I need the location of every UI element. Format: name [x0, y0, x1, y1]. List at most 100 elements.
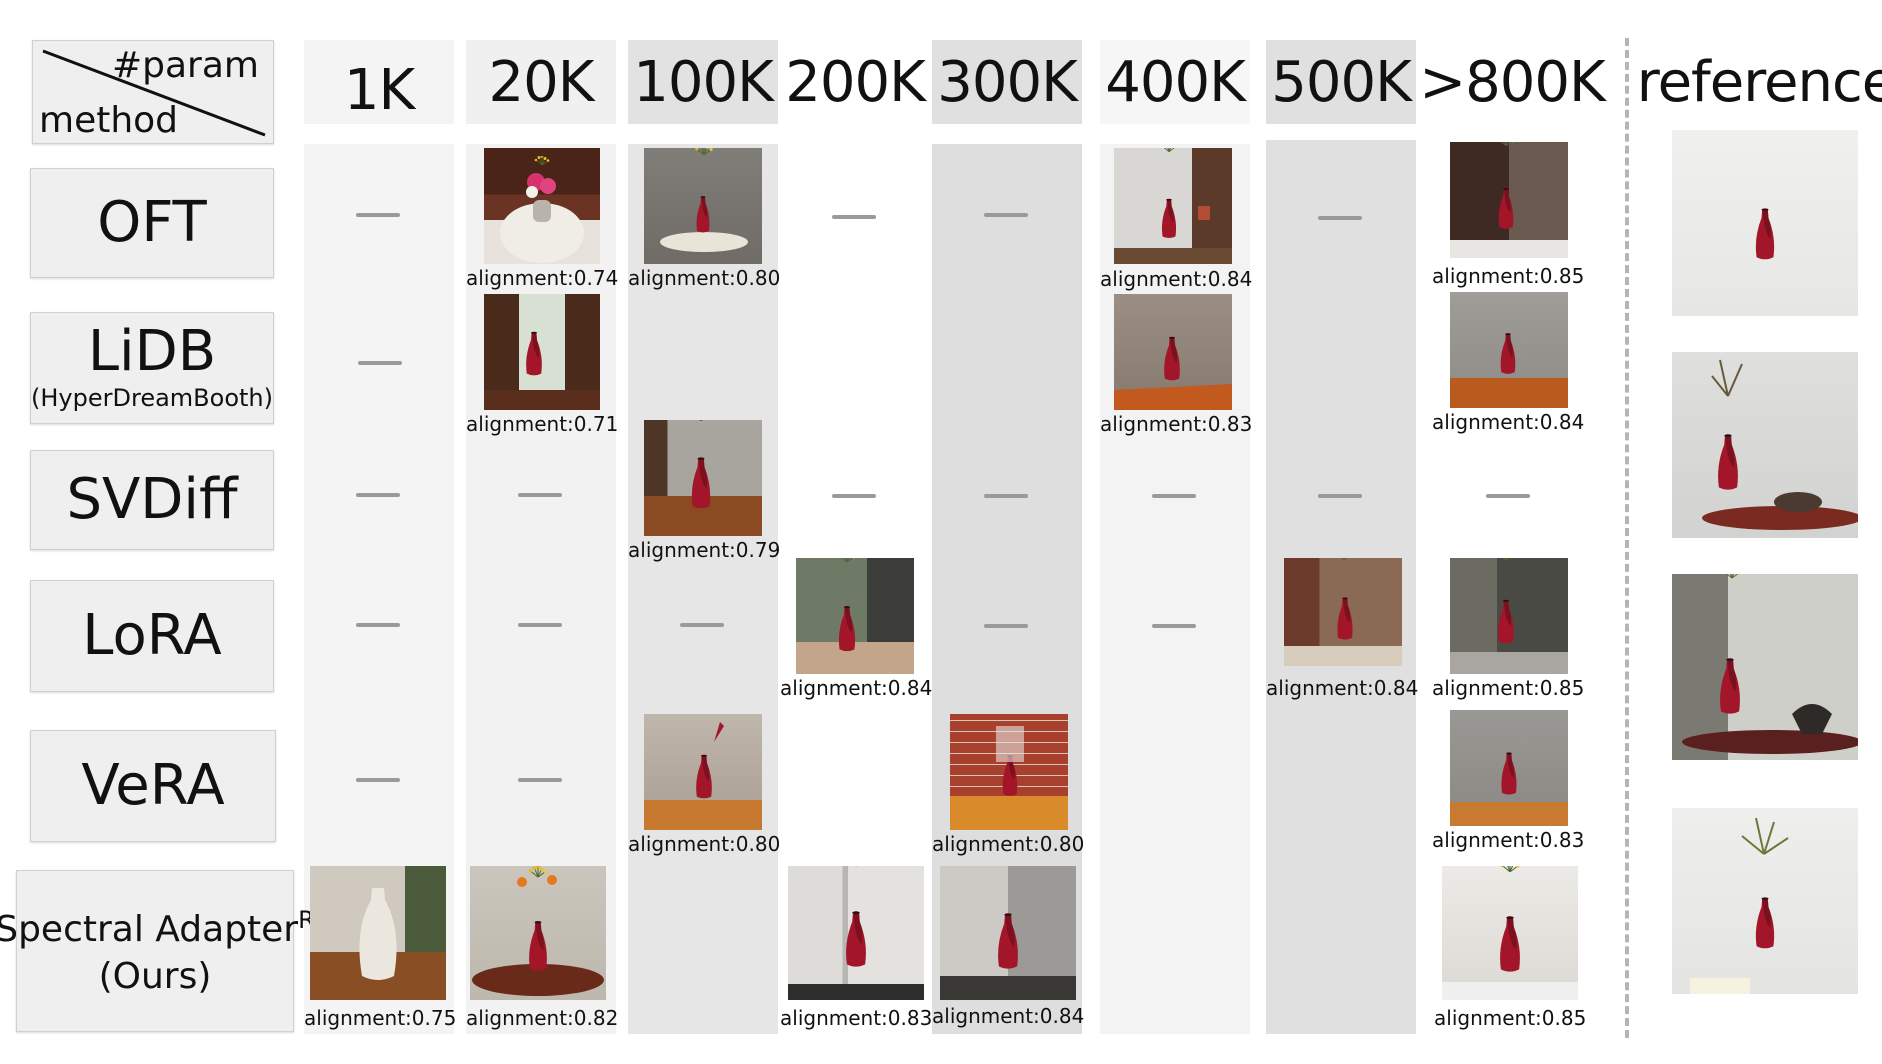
- empty-dash: [518, 778, 562, 782]
- empty-dash: [1318, 494, 1362, 498]
- result-image: [1114, 294, 1232, 410]
- method-vera: VeRA: [30, 730, 276, 842]
- column-header-800k: >800K: [1419, 49, 1606, 115]
- empty-dash: [356, 213, 400, 217]
- vase-with-bouquet-image: [500, 156, 584, 263]
- result-image: [940, 866, 1076, 1000]
- vase-image: [1442, 866, 1578, 1000]
- vase-image: [1114, 336, 1232, 410]
- column-header-200k: 200K: [785, 49, 926, 115]
- alignment-score: alignment:0.83: [1432, 828, 1585, 852]
- alignment-score: alignment:0.82: [466, 1006, 619, 1030]
- method-lora-label: LoRA: [82, 603, 222, 668]
- result-image: [1284, 558, 1402, 666]
- reference-vase-image: [1702, 359, 1858, 530]
- alignment-score: alignment:0.79: [628, 538, 781, 562]
- empty-dash: [1152, 494, 1196, 498]
- method-spectral-adapter-label: Spectral AdapterR: [0, 906, 315, 950]
- empty-dash: [356, 778, 400, 782]
- column-bg-100k-body: [628, 144, 778, 1034]
- method-svdiff-label: SVDiff: [66, 467, 238, 532]
- vase-image: [796, 558, 914, 674]
- alignment-score: alignment:0.71: [466, 412, 619, 436]
- column-bg-300k: [932, 40, 1082, 124]
- empty-dash: [832, 494, 876, 498]
- alignment-score: alignment:0.85: [1432, 264, 1585, 288]
- result-image: [484, 148, 600, 264]
- alignment-score: alignment:0.75: [304, 1006, 457, 1030]
- result-image: [788, 866, 924, 1000]
- alignment-score: alignment:0.80: [932, 832, 1085, 856]
- corner-method-label: method: [39, 100, 179, 141]
- method-lidb: LiDB (HyperDreamBooth): [30, 312, 274, 424]
- vase-image: [472, 866, 604, 996]
- alignment-score: alignment:0.83: [1100, 412, 1253, 436]
- column-header-500k: 500K: [1271, 49, 1412, 115]
- diagonal-line: [42, 49, 266, 137]
- vase-image: [644, 722, 762, 830]
- empty-dash: [680, 623, 724, 627]
- result-image: [1114, 148, 1232, 264]
- column-bg-400k-body: [1100, 144, 1250, 1034]
- result-image: [644, 148, 762, 264]
- reference-image: [1672, 352, 1858, 538]
- reference-image: [1672, 574, 1858, 760]
- result-image: [470, 866, 606, 1000]
- alignment-score: alignment:0.84: [780, 676, 933, 700]
- method-spectral-adapter-name: Spectral Adapter: [0, 908, 299, 950]
- vase-image: [1450, 142, 1568, 258]
- result-image: [1450, 142, 1568, 258]
- result-image: [644, 420, 762, 536]
- empty-dash: [518, 493, 562, 497]
- result-image: [1442, 866, 1578, 1000]
- column-bg-20k: [466, 40, 616, 124]
- vase-image: [1450, 333, 1568, 408]
- method-svdiff: SVDiff: [30, 450, 274, 550]
- method-oft-label: OFT: [97, 190, 207, 255]
- reference-image: [1672, 130, 1858, 316]
- method-lidb-sublabel: (HyperDreamBooth): [31, 384, 273, 412]
- vase-image: [1450, 752, 1568, 826]
- alignment-score: alignment:0.84: [932, 1004, 1085, 1028]
- vase-image: [950, 726, 1068, 830]
- column-header-20k: 20K: [488, 49, 595, 115]
- vase-image: [484, 331, 600, 410]
- result-image: [644, 714, 762, 830]
- vase-image: [1450, 558, 1568, 674]
- alignment-score: alignment:0.80: [628, 266, 781, 290]
- white-vase-image: [310, 888, 446, 1000]
- empty-dash: [1318, 216, 1362, 220]
- empty-dash: [984, 213, 1028, 217]
- vase-image: [1284, 558, 1402, 666]
- column-header-100k: 100K: [633, 49, 774, 115]
- result-image: [484, 294, 600, 410]
- empty-dash: [984, 494, 1028, 498]
- vase-image: [660, 148, 748, 252]
- column-bg-400k: [1100, 40, 1250, 124]
- column-bg-1k: [304, 40, 454, 124]
- empty-dash: [1486, 494, 1530, 498]
- empty-dash: [832, 215, 876, 219]
- alignment-score: alignment:0.84: [1100, 267, 1253, 291]
- empty-dash: [358, 361, 402, 365]
- column-header-1k: 1K: [343, 57, 415, 123]
- reference-vase-image: [1682, 574, 1858, 754]
- alignment-score: alignment:0.84: [1266, 676, 1419, 700]
- alignment-score: alignment:0.83: [780, 1006, 933, 1030]
- column-header-400k: 400K: [1105, 49, 1246, 115]
- column-bg-100k: [628, 40, 778, 124]
- corner-param-label: #param: [111, 45, 259, 86]
- empty-dash: [356, 493, 400, 497]
- column-bg-500k: [1266, 40, 1416, 124]
- method-vera-label: VeRA: [81, 753, 225, 818]
- result-image: [1450, 292, 1568, 408]
- alignment-score: alignment:0.85: [1434, 1006, 1587, 1030]
- empty-dash: [518, 623, 562, 627]
- result-image: [1450, 558, 1568, 674]
- reference-vase-image: [1690, 817, 1789, 994]
- empty-dash: [984, 624, 1028, 628]
- method-oft: OFT: [30, 168, 274, 278]
- empty-dash: [1152, 624, 1196, 628]
- vase-image: [788, 866, 924, 1000]
- method-lora: LoRA: [30, 580, 274, 692]
